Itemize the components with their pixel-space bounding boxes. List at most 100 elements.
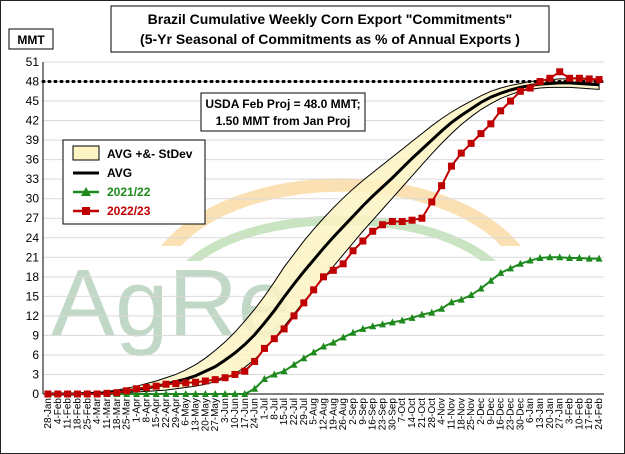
point-2021-22: [556, 253, 564, 261]
point-2021-22: [339, 333, 347, 341]
x-tick-label: 23-Sep: [378, 398, 389, 431]
y-tick-label: 21: [26, 250, 40, 264]
y-tick-label: 6: [32, 348, 39, 362]
point-2022-23: [241, 367, 249, 375]
x-tick-label: 22-Apr: [161, 397, 172, 428]
legend: AVG +&- StDev AVG 2021/22 2022/23: [62, 139, 206, 225]
point-2021-22: [221, 390, 229, 397]
point-2021-22: [457, 295, 465, 303]
point-2021-22: [251, 384, 259, 392]
point-2021-22: [359, 324, 367, 332]
chart-title: Brazil Cumulative Weekly Corn Export "Co…: [148, 11, 513, 27]
chart-subtitle: (5-Yr Seasonal of Commitments as % of An…: [140, 31, 520, 47]
point-2021-22: [546, 253, 554, 261]
x-tick-label: 27-May: [210, 398, 221, 431]
point-2022-23: [447, 162, 455, 170]
point-2022-23: [438, 182, 446, 190]
point-2021-22: [152, 390, 160, 397]
point-2022-23: [477, 130, 485, 138]
point-2022-23: [379, 221, 387, 229]
point-2022-23: [349, 247, 357, 255]
x-tick-label: 25-Nov: [466, 398, 477, 430]
point-2021-22: [329, 338, 337, 346]
x-tick-label: 15-Apr: [151, 397, 162, 428]
x-tick-label: 20-May: [200, 398, 211, 431]
point-2021-22: [231, 390, 239, 397]
x-tick-label: 2-Sep: [348, 398, 359, 425]
x-tick-label: 21-Oct: [417, 398, 428, 428]
x-tick-label: 26-Aug: [338, 398, 349, 430]
point-2022-23: [251, 357, 259, 365]
x-tick-label: 18-Mar: [112, 397, 123, 429]
point-2021-22: [428, 308, 436, 316]
point-2022-23: [133, 385, 140, 393]
x-tick-label: 27-Jan: [555, 398, 566, 429]
x-tick-label: 8-Apr: [141, 397, 152, 422]
point-2022-23: [329, 266, 337, 274]
y-tick-label: 45: [26, 94, 40, 108]
x-tick-label: 15-Jul: [279, 398, 290, 425]
x-tick-label: 6-May: [181, 398, 192, 426]
y-tick-label: 24: [26, 231, 40, 245]
point-2022-23: [93, 390, 101, 398]
annotation-line-2: 1.50 MMT from Jan Proj: [216, 114, 351, 128]
point-2022-23: [526, 84, 534, 92]
point-2022-23: [201, 377, 209, 385]
point-2022-23: [211, 376, 219, 384]
point-2022-23: [64, 390, 72, 398]
x-tick-label: 19-Aug: [328, 398, 339, 430]
x-tick-label: 18-Nov: [456, 398, 467, 430]
point-2021-22: [507, 264, 514, 272]
point-2021-22: [162, 390, 170, 397]
point-2021-22: [585, 254, 593, 262]
point-2022-23: [83, 390, 91, 398]
x-tick-label: 28-Jan: [43, 398, 54, 429]
y-tick-label: 39: [26, 133, 40, 147]
point-2022-23: [300, 299, 308, 307]
point-2021-22: [467, 291, 475, 299]
point-2022-23: [73, 390, 81, 398]
point-2021-22: [575, 253, 583, 261]
x-tick-label: 4-Mar: [92, 397, 103, 424]
x-tick-label: 1-Jul: [259, 398, 270, 420]
x-tick-label: 9-Sep: [358, 398, 369, 425]
legend-2021-marker: [81, 187, 91, 196]
x-tick-label: 18-Feb: [72, 398, 83, 430]
point-2022-23: [369, 227, 377, 235]
x-tick-label: 9-Dec: [486, 398, 497, 425]
point-2022-23: [566, 74, 574, 82]
x-tick-label: 28-Oct: [427, 398, 438, 428]
legend-2022-marker: [82, 207, 90, 215]
x-tick-label: 24-Jun: [250, 398, 261, 429]
point-2021-22: [310, 348, 318, 356]
point-2021-22: [142, 390, 150, 397]
point-2022-23: [103, 389, 111, 397]
point-2022-23: [113, 389, 121, 397]
point-2022-23: [497, 107, 505, 115]
point-2021-22: [260, 375, 268, 383]
point-2021-22: [536, 253, 544, 261]
x-tick-label: 20-Jan: [545, 398, 556, 429]
point-2022-23: [152, 382, 160, 390]
point-2021-22: [211, 390, 219, 397]
point-2022-23: [339, 260, 347, 268]
y-tick-label: 51: [26, 55, 40, 69]
y-tick-label: 12: [26, 309, 40, 323]
point-2022-23: [398, 217, 406, 225]
point-2022-23: [516, 87, 524, 95]
point-2021-22: [497, 268, 505, 276]
ylabel-box: [8, 28, 54, 50]
point-2022-23: [142, 383, 150, 391]
point-2021-22: [133, 390, 140, 397]
x-tick-label: 8-Jul: [269, 398, 280, 420]
point-2022-23: [320, 273, 327, 281]
y-tick-label: 33: [26, 172, 40, 186]
point-2022-23: [428, 198, 436, 206]
y-tick-label: 48: [26, 75, 40, 89]
point-2021-22: [418, 310, 426, 318]
x-tick-label: 22-Jul: [289, 398, 300, 425]
x-tick-label: 11-Mar: [102, 397, 113, 429]
x-tick-label: 16-Sep: [368, 398, 379, 431]
point-2021-22: [300, 354, 308, 362]
